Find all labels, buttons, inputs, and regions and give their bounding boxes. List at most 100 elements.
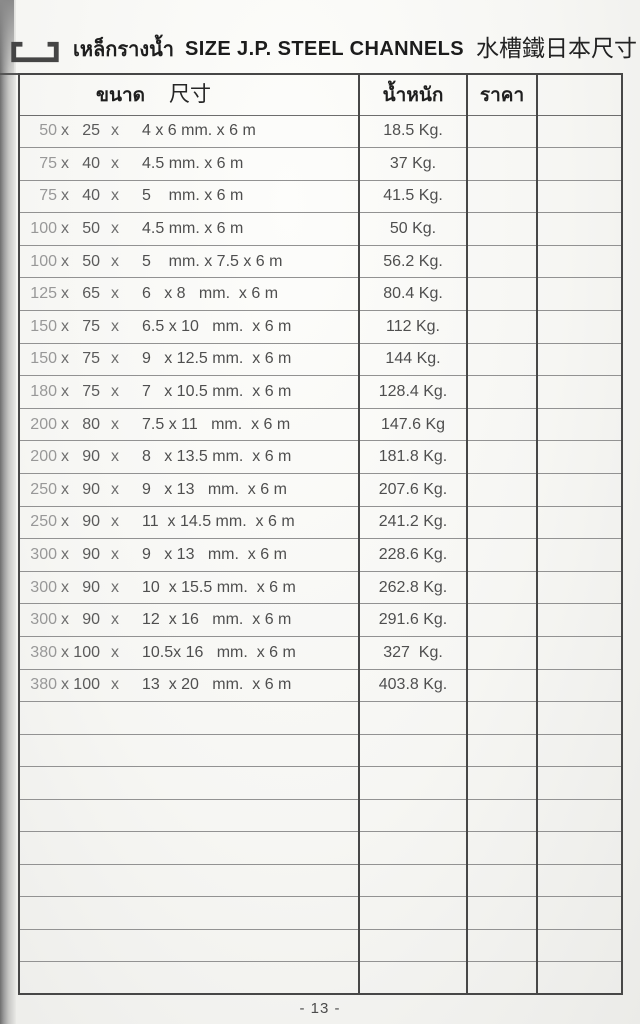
size-cell: 300 x 90 x 12 x 16 mm. x 6 m: [19, 603, 359, 637]
size-cell: 200 x 90 x 8 x 13.5 mm. x 6 m: [19, 440, 359, 474]
times-separator: x: [61, 317, 69, 335]
size-weight-table-container: ขนาด 尺寸 น้ำหนัก ราคา 50 x 25 x 4 x 6 mm.…: [18, 73, 623, 996]
extra-cell: [536, 440, 622, 474]
title-thai: เหล็กรางน้ำ: [73, 39, 175, 61]
header-size: ขนาด 尺寸: [19, 74, 359, 115]
times-separator: x: [61, 448, 69, 466]
times-separator: x: [111, 611, 119, 629]
times-separator: x: [61, 350, 69, 368]
empty-extra-cell: [536, 831, 622, 865]
times-separator: x: [111, 643, 119, 661]
times-separator: x: [111, 122, 119, 140]
price-cell: [466, 407, 537, 441]
size-cell: 380 x 100 x 13 x 20 mm. x 6 m: [19, 668, 359, 702]
size-cell: 100 x 50 x 4.5 mm. x 6 m: [19, 212, 359, 246]
price-cell: [466, 310, 537, 344]
size-thickness-length: 9 x 13 mm. x 6 m: [142, 480, 287, 498]
size-height-value: 40: [82, 154, 100, 172]
price-cell: [466, 212, 537, 246]
size-cell: 75 x 40 x 4.5 mm. x 6 m: [19, 147, 359, 181]
size-height-value: 75: [82, 350, 100, 368]
table-row: 300 x 90 x 10 x 15.5 mm. x 6 m 262.8 Kg.: [19, 570, 622, 604]
times-separator: x: [61, 676, 69, 694]
size-thickness-length: 6 x 8 mm. x 6 m: [142, 285, 279, 303]
size-weight-table: ขนาด 尺寸 น้ำหนัก ราคา 50 x 25 x 4 x 6 mm.…: [18, 73, 623, 996]
empty-weight-cell: [358, 863, 467, 897]
times-separator: x: [61, 285, 69, 303]
table-row: 200 x 90 x 8 x 13.5 mm. x 6 m 181.8 Kg.: [19, 440, 622, 474]
empty-size-cell: [19, 928, 359, 962]
size-cell: 125 x 65 x 6 x 8 mm. x 6 m: [19, 277, 359, 311]
price-cell: [466, 668, 537, 702]
weight-cell: 41.5 Kg.: [358, 179, 467, 213]
times-separator: x: [61, 513, 69, 531]
table-row: 100 x 50 x 4.5 mm. x 6 m 50 Kg.: [19, 212, 622, 246]
table-row: 75 x 40 x 5 mm. x 6 m 41.5 Kg.: [19, 179, 622, 213]
table-header: ขนาด 尺寸 น้ำหนัก ราคา: [19, 74, 622, 115]
top-rule-edge-segment: [0, 73, 20, 75]
times-separator: x: [111, 480, 119, 498]
empty-price-cell: [466, 798, 537, 832]
size-height-value: 40: [82, 187, 100, 205]
empty-table-row: [19, 766, 622, 800]
size-cell: 75 x 40 x 5 mm. x 6 m: [19, 179, 359, 213]
size-height-value: 100: [73, 643, 100, 661]
size-width-value: 200: [30, 415, 57, 433]
times-separator: x: [61, 546, 69, 564]
size-width-value: 300: [30, 611, 57, 629]
weight-cell: 80.4 Kg.: [358, 277, 467, 311]
times-separator: x: [61, 187, 69, 205]
extra-cell: [536, 668, 622, 702]
price-cell: [466, 244, 537, 278]
empty-size-cell: [19, 766, 359, 800]
size-thickness-length: 12 x 16 mm. x 6 m: [142, 611, 292, 629]
empty-size-cell: [19, 961, 359, 995]
size-width-value: 250: [30, 480, 57, 498]
size-thickness-length: 13 x 20 mm. x 6 m: [142, 676, 292, 694]
size-width-value: 75: [39, 187, 57, 205]
extra-cell: [536, 570, 622, 604]
size-thickness-length: 4.5 mm. x 6 m: [142, 220, 244, 238]
header-price: ราคา: [466, 74, 537, 115]
weight-cell: 128.4 Kg.: [358, 375, 467, 409]
extra-cell: [536, 603, 622, 637]
extra-cell: [536, 473, 622, 507]
size-cell: 300 x 90 x 9 x 13 mm. x 6 m: [19, 538, 359, 572]
empty-table-row: [19, 863, 622, 897]
size-thickness-length: 10.5x 16 mm. x 6 m: [142, 643, 296, 661]
channel-steel-icon: [11, 41, 59, 63]
times-separator: x: [111, 676, 119, 694]
price-cell: [466, 538, 537, 572]
size-width-value: 75: [39, 154, 57, 172]
empty-size-cell: [19, 831, 359, 865]
price-cell: [466, 473, 537, 507]
size-thickness-length: 7.5 x 11 mm. x 6 m: [142, 415, 291, 433]
empty-weight-cell: [358, 896, 467, 930]
empty-table-row: [19, 928, 622, 962]
size-thickness-length: 4.5 mm. x 6 m: [142, 154, 244, 172]
weight-cell: 181.8 Kg.: [358, 440, 467, 474]
price-cell: [466, 375, 537, 409]
table-row: 250 x 90 x 11 x 14.5 mm. x 6 m 241.2 Kg.: [19, 505, 622, 539]
extra-cell: [536, 407, 622, 441]
weight-cell: 37 Kg.: [358, 147, 467, 181]
times-separator: x: [111, 187, 119, 205]
empty-extra-cell: [536, 896, 622, 930]
times-separator: x: [111, 317, 119, 335]
size-thickness-length: 4 x 6 mm. x 6 m: [142, 122, 256, 140]
empty-price-cell: [466, 766, 537, 800]
table-row: 150 x 75 x 9 x 12.5 mm. x 6 m 144 Kg.: [19, 342, 622, 376]
empty-table-row: [19, 701, 622, 735]
times-separator: x: [111, 220, 119, 238]
empty-weight-cell: [358, 798, 467, 832]
extra-cell: [536, 179, 622, 213]
empty-extra-cell: [536, 701, 622, 735]
times-separator: x: [111, 546, 119, 564]
weight-cell: 56.2 Kg.: [358, 244, 467, 278]
weight-cell: 262.8 Kg.: [358, 570, 467, 604]
size-cell: 50 x 25 x 4 x 6 mm. x 6 m: [19, 114, 359, 148]
size-cell: 380 x 100 x 10.5x 16 mm. x 6 m: [19, 636, 359, 670]
extra-cell: [536, 147, 622, 181]
price-cell: [466, 603, 537, 637]
